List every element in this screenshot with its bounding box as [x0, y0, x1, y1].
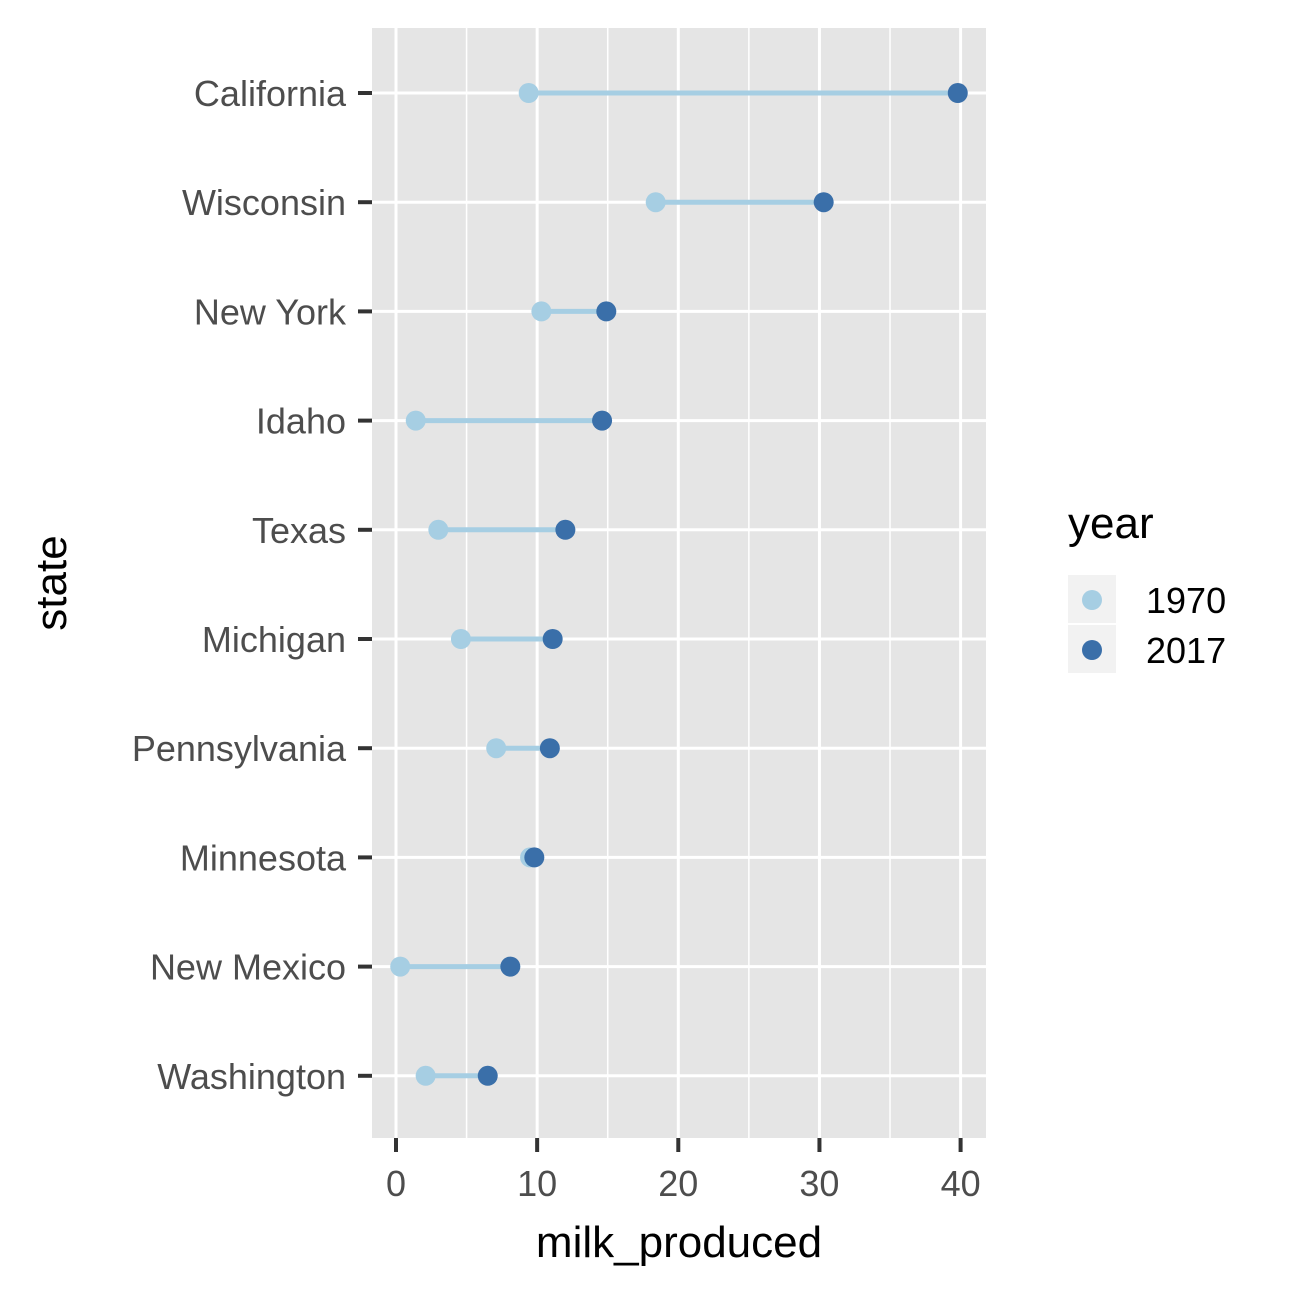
point-2017: [596, 301, 617, 322]
point-2017: [477, 1065, 498, 1086]
point-2017: [524, 847, 545, 868]
legend-label-1970: 1970: [1146, 580, 1226, 621]
y-axis: California Wisconsin New York Idaho Texas Mic…: [132, 73, 372, 1097]
x-axis: 0 10 20 30 40: [386, 1138, 981, 1204]
point-1970: [645, 192, 666, 213]
x-tick-label: 40: [941, 1163, 981, 1204]
x-tick-label: 10: [517, 1163, 557, 1204]
y-tick-label: Michigan: [202, 619, 346, 660]
y-tick-label: California: [194, 73, 347, 114]
point-1970: [450, 629, 471, 649]
y-tick-label: Pennsylvania: [132, 728, 347, 769]
point-1970: [486, 738, 507, 759]
point-1970: [428, 519, 449, 540]
y-tick-label: Texas: [252, 510, 346, 551]
point-2017: [813, 192, 834, 213]
point-2017: [539, 738, 560, 759]
point-2017: [500, 956, 521, 977]
point-1970: [531, 301, 552, 322]
y-tick-label: Idaho: [256, 401, 346, 442]
x-tick-label: 20: [658, 1163, 698, 1204]
y-axis-title: state: [27, 535, 76, 630]
point-1970: [518, 83, 539, 103]
legend-title: year: [1068, 499, 1154, 548]
point-2017: [592, 410, 613, 431]
y-tick-label: New York: [194, 291, 347, 332]
point-1970: [390, 956, 411, 977]
x-tick-label: 30: [799, 1163, 839, 1204]
point-1970: [415, 1065, 436, 1086]
legend-label-2017: 2017: [1146, 630, 1226, 671]
point-2017: [555, 519, 576, 540]
x-tick-label: 0: [386, 1163, 406, 1204]
point-1970: [405, 410, 426, 431]
y-tick-label: Washington: [157, 1056, 346, 1097]
minor-gridlines: [465, 28, 891, 1138]
legend-key-1970: [1082, 590, 1102, 610]
data-points: [390, 83, 968, 1086]
point-2017: [542, 629, 563, 649]
y-tick-label: Minnesota: [180, 837, 347, 878]
y-tick-label: New Mexico: [150, 947, 346, 988]
x-axis-title: milk_produced: [536, 1218, 822, 1267]
y-tick-label: Wisconsin: [182, 182, 346, 223]
point-2017: [947, 83, 968, 103]
legend: year 1970 2017: [1068, 499, 1226, 673]
legend-key-2017: [1082, 640, 1102, 660]
